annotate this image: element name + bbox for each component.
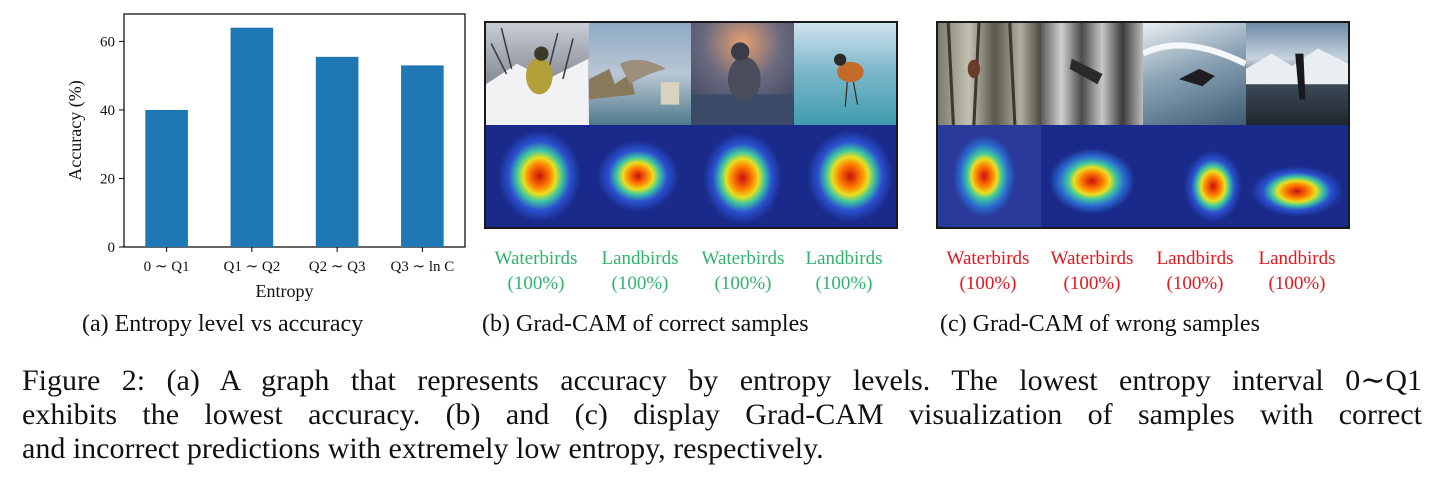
bird-photo [1143, 23, 1246, 125]
wrong-label-3: Landbirds (100%) [1156, 248, 1234, 294]
bird-photo [1040, 23, 1143, 125]
figure-caption: Figure 2: (a) A graph that represents ac… [22, 364, 1422, 466]
caption-line: and incorrect predictions with extremely… [22, 432, 824, 465]
caption-line: exhibits the lowest accuracy. (b) and (c… [22, 398, 1422, 431]
gradcam-heatmap [1245, 125, 1348, 227]
bird-photo [486, 23, 589, 125]
wrong-label-1: Waterbirds (100%) [946, 248, 1030, 294]
bird-photo [691, 23, 794, 125]
correct-label-1: Waterbirds (100%) [494, 248, 578, 294]
gradcam-heatmap [486, 125, 589, 227]
x-tick-label: Q1 ∼ Q2 [224, 259, 281, 275]
plot-frame [123, 13, 466, 248]
y-tick-label: 60 [100, 34, 115, 50]
correct-samples-grid [484, 21, 898, 229]
subcaption-c: (c) Grad-CAM of wrong samples [940, 311, 1260, 337]
bar [401, 65, 444, 247]
y-axis-label: Accuracy (%) [65, 80, 86, 180]
x-tick-label: Q3 ∼ ln C [390, 259, 454, 275]
correct-label-3: Waterbirds (100%) [701, 248, 785, 294]
bird-photo [588, 23, 691, 125]
correct-label-2: Landbirds (100%) [601, 248, 679, 294]
gradcam-heatmap [938, 125, 1041, 227]
bird-photo [938, 23, 1041, 125]
wrong-label-4: Landbirds (100%) [1258, 248, 1336, 294]
y-tick-label: 20 [100, 171, 115, 187]
bar [145, 109, 188, 247]
y-tick-label: 40 [100, 103, 115, 119]
x-tick-label: 0 ∼ Q1 [144, 259, 190, 275]
bird-photo [793, 23, 896, 125]
bar [315, 56, 359, 247]
wrong-label-2: Waterbirds (100%) [1050, 248, 1134, 294]
gradcam-heatmap [588, 125, 691, 227]
bar [230, 27, 274, 247]
gradcam-heatmap [1040, 125, 1143, 227]
correct-label-4: Landbirds (100%) [805, 248, 883, 294]
bird-photo [1245, 23, 1348, 125]
x-tick-label: Q2 ∼ Q3 [309, 259, 366, 275]
caption-line: Figure 2: (a) A graph that represents ac… [22, 364, 1422, 397]
subcaption-b: (b) Grad-CAM of correct samples [482, 311, 809, 337]
gradcam-heatmap [691, 125, 794, 227]
y-tick-label: 0 [108, 240, 116, 256]
wrong-samples-grid [936, 21, 1350, 229]
entropy-accuracy-chart: 0 ∼ Q1 Q1 ∼ Q2 Q2 ∼ Q3 Q3 ∼ ln C 0 20 40 60 Entr… [65, 13, 466, 301]
subcaption-a: (a) Entropy level vs accuracy [82, 311, 364, 337]
gradcam-heatmap [1143, 125, 1246, 227]
x-axis-label: Entropy [256, 281, 314, 301]
gradcam-heatmap [793, 125, 896, 227]
